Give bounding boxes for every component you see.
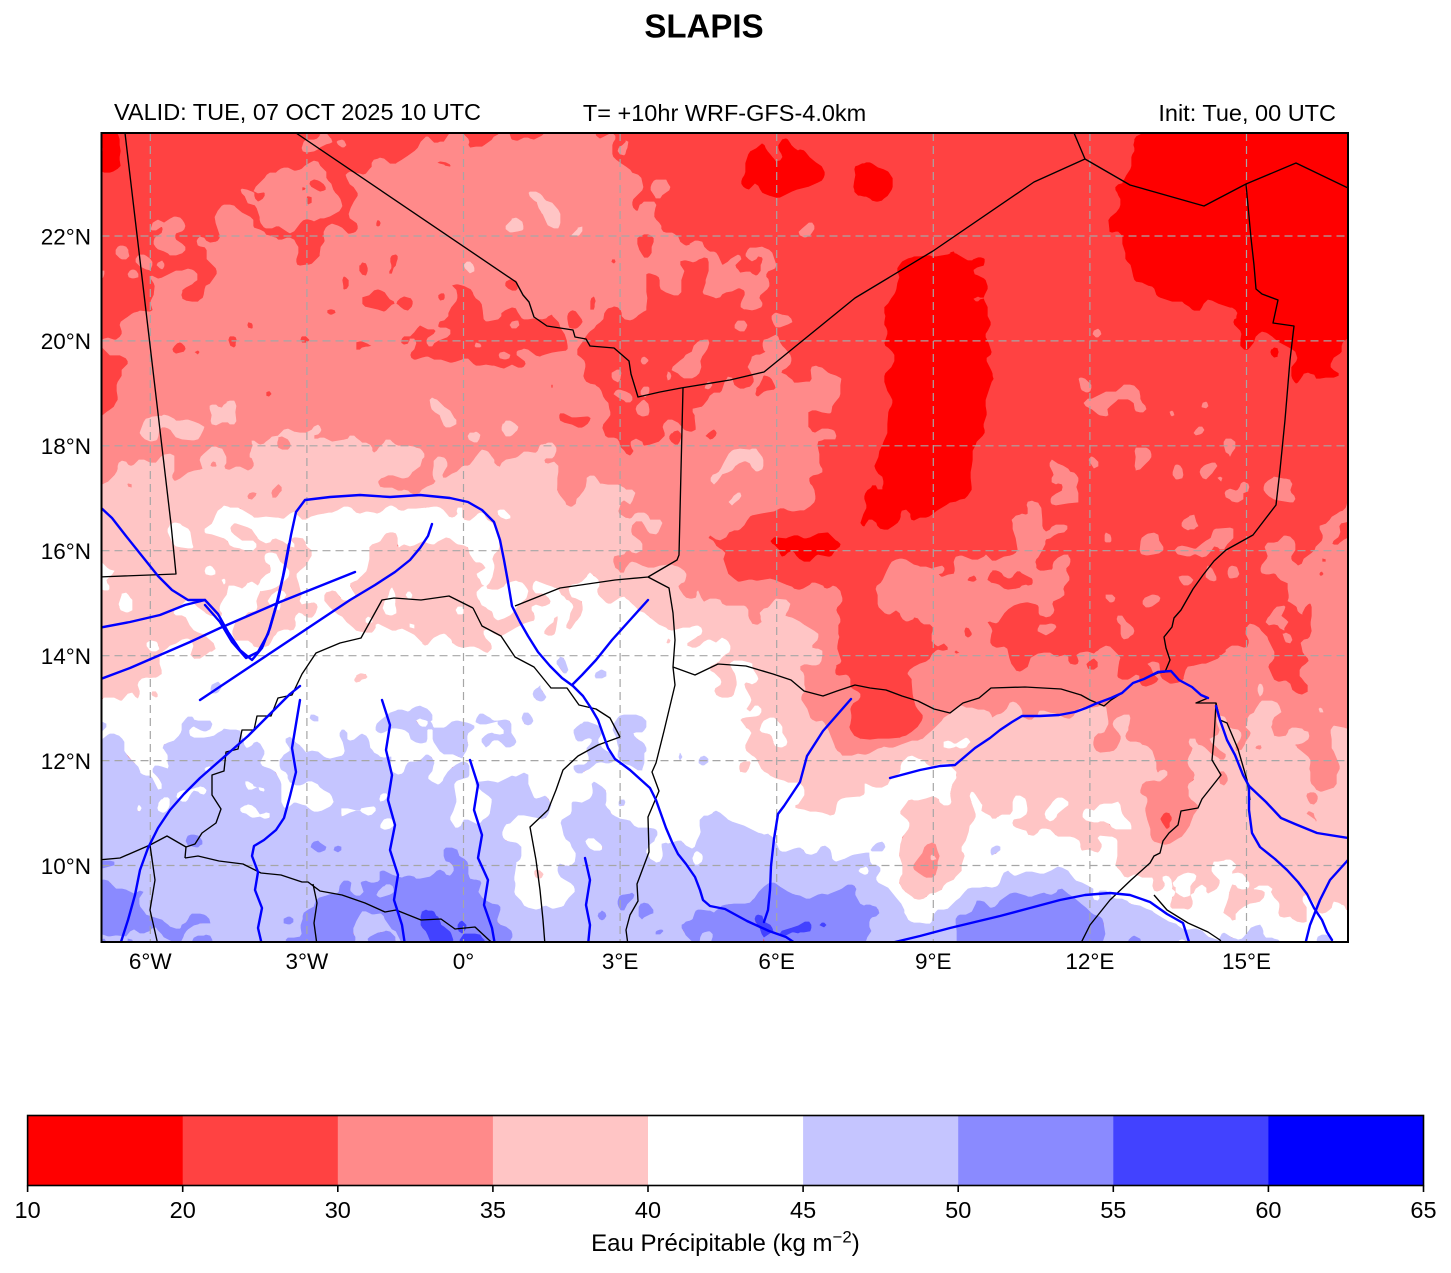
svg-text:22°N: 22°N — [41, 224, 91, 249]
svg-text:50: 50 — [945, 1197, 971, 1223]
svg-text:55: 55 — [1100, 1197, 1126, 1223]
svg-text:40: 40 — [635, 1197, 661, 1223]
svg-text:20: 20 — [170, 1197, 196, 1223]
svg-text:T= +10hr WRF-GFS-4.0km: T= +10hr WRF-GFS-4.0km — [583, 100, 866, 126]
svg-text:VALID: TUE, 07 OCT 2025 10 UTC: VALID: TUE, 07 OCT 2025 10 UTC — [114, 99, 481, 125]
svg-text:SLAPIS: SLAPIS — [644, 8, 763, 45]
svg-text:45: 45 — [790, 1197, 816, 1223]
svg-text:65: 65 — [1410, 1197, 1436, 1223]
svg-text:Eau Précipitable (kg m−2): Eau Précipitable (kg m−2) — [591, 1228, 860, 1258]
svg-text:10: 10 — [15, 1197, 41, 1223]
svg-text:0°: 0° — [453, 949, 475, 974]
svg-text:16°N: 16°N — [41, 539, 91, 564]
svg-text:3°E: 3°E — [602, 949, 639, 974]
svg-text:60: 60 — [1255, 1197, 1281, 1223]
svg-text:Init: Tue, 00 UTC: Init: Tue, 00 UTC — [1158, 100, 1336, 126]
svg-text:3°W: 3°W — [286, 949, 330, 974]
svg-text:30: 30 — [325, 1197, 351, 1223]
svg-text:12°N: 12°N — [41, 749, 91, 774]
svg-text:6°E: 6°E — [758, 949, 795, 974]
svg-text:14°N: 14°N — [41, 644, 91, 669]
svg-text:12°E: 12°E — [1065, 949, 1114, 974]
svg-text:18°N: 18°N — [41, 434, 91, 459]
svg-text:10°N: 10°N — [41, 854, 91, 879]
svg-text:35: 35 — [480, 1197, 506, 1223]
svg-text:20°N: 20°N — [41, 329, 91, 354]
svg-text:15°E: 15°E — [1222, 949, 1271, 974]
svg-text:9°E: 9°E — [915, 949, 952, 974]
svg-text:6°W: 6°W — [129, 949, 173, 974]
